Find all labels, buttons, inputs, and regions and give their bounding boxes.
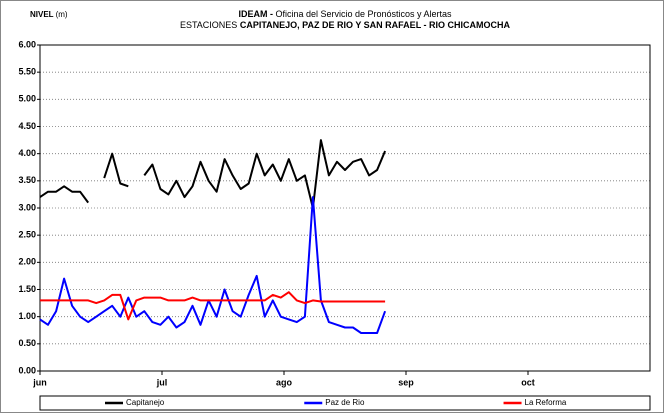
chart-title: ESTACIONES CAPITANEJO, PAZ DE RIO Y SAN … bbox=[180, 20, 511, 30]
y-tick-label: 1.00 bbox=[18, 311, 36, 321]
x-tick-label: jun bbox=[32, 377, 47, 387]
chart-title: IDEAM - Oficina del Servicio de Pronósti… bbox=[238, 9, 452, 19]
y-tick-label: 3.00 bbox=[18, 202, 36, 212]
series-line bbox=[39, 139, 387, 209]
title-part: CAPITANEJO, PAZ DE RIO Y SAN RAFAEL - RI… bbox=[240, 20, 511, 30]
legend-box bbox=[39, 395, 651, 411]
y-tick-label: 5.50 bbox=[18, 67, 36, 77]
title-part: IDEAM - bbox=[238, 9, 275, 19]
series-line bbox=[39, 196, 387, 334]
title-part: Oficina del Servicio de Pronósticos y Al… bbox=[275, 9, 452, 19]
x-tick-label: ago bbox=[276, 377, 293, 387]
x-tick-label: sep bbox=[398, 377, 414, 387]
legend-label: La Reforma bbox=[525, 398, 567, 407]
series-line bbox=[40, 291, 386, 321]
y-tick-label: 0.50 bbox=[18, 338, 36, 348]
legend-label: Paz de Rio bbox=[325, 398, 365, 407]
legend-label: Capitanejo bbox=[126, 398, 165, 407]
x-tick-label: oct bbox=[521, 377, 535, 387]
y-tick-label: 1.50 bbox=[18, 284, 36, 294]
y-tick-label: 5.00 bbox=[18, 94, 36, 104]
y-axis-label: NIVEL (m) bbox=[30, 10, 68, 19]
y-tick-label: 2.50 bbox=[18, 230, 36, 240]
x-tick-label: jul bbox=[156, 377, 168, 387]
y-tick-label: 4.00 bbox=[18, 148, 36, 158]
y-tick-label: 6.00 bbox=[18, 39, 36, 49]
y-tick-label: 3.50 bbox=[18, 175, 36, 185]
y-tick-label: 0.00 bbox=[18, 365, 36, 375]
y-label: NIVEL bbox=[30, 10, 54, 19]
title-part: ESTACIONES bbox=[180, 20, 240, 30]
plot-frame bbox=[39, 44, 651, 372]
y-unit: (m) bbox=[56, 10, 68, 19]
y-tick-label: 4.50 bbox=[18, 121, 36, 131]
y-tick-label: 2.00 bbox=[18, 257, 36, 267]
